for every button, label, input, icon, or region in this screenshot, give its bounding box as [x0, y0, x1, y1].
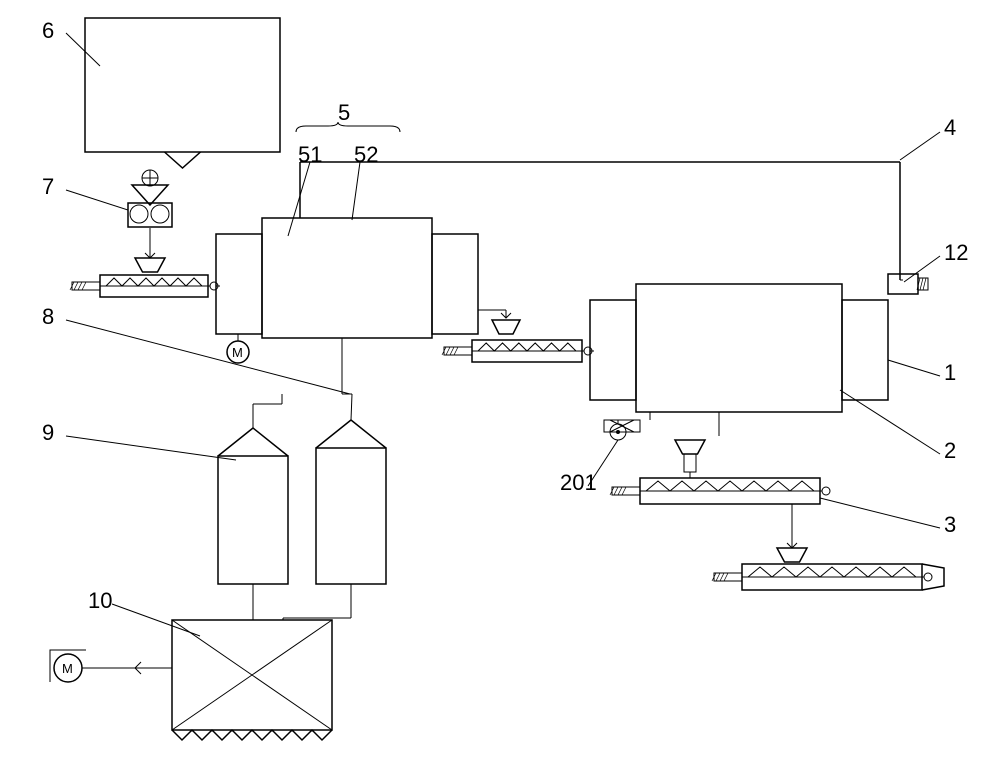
screw-3	[922, 564, 944, 590]
leader-l3	[820, 498, 940, 528]
leader-l8	[66, 320, 350, 394]
leader-l2	[840, 390, 940, 454]
leader-l9	[66, 436, 236, 460]
tank-8	[316, 448, 386, 584]
unit-52	[262, 218, 432, 338]
leader-l6	[66, 33, 100, 66]
label-l201: 201	[560, 470, 597, 495]
unit-2	[636, 284, 842, 412]
leader-l52	[352, 162, 360, 220]
label-l4: 4	[944, 115, 956, 140]
label-l3: 3	[944, 512, 956, 537]
label-l9: 9	[42, 420, 54, 445]
label-l10: 10	[88, 588, 112, 613]
label-l7: 7	[42, 174, 54, 199]
label-l51: 51	[298, 142, 322, 167]
label-l5: 5	[338, 100, 350, 125]
item-12	[888, 274, 918, 294]
leader-l1	[888, 360, 940, 376]
svg-text:M: M	[232, 345, 243, 360]
leader-l51	[288, 162, 310, 236]
tank-9	[218, 456, 288, 584]
hopper-6	[85, 18, 280, 152]
label-l1: 1	[944, 360, 956, 385]
svg-text:M: M	[62, 661, 73, 676]
leader-l7	[66, 190, 128, 210]
label-l2: 2	[944, 438, 956, 463]
unit-1	[842, 300, 888, 400]
unit-51	[216, 234, 262, 334]
label-l12: 12	[944, 240, 968, 265]
label-l6: 6	[42, 18, 54, 43]
label-l8: 8	[42, 304, 54, 329]
label-l52: 52	[354, 142, 378, 167]
leader-l4	[900, 132, 940, 160]
